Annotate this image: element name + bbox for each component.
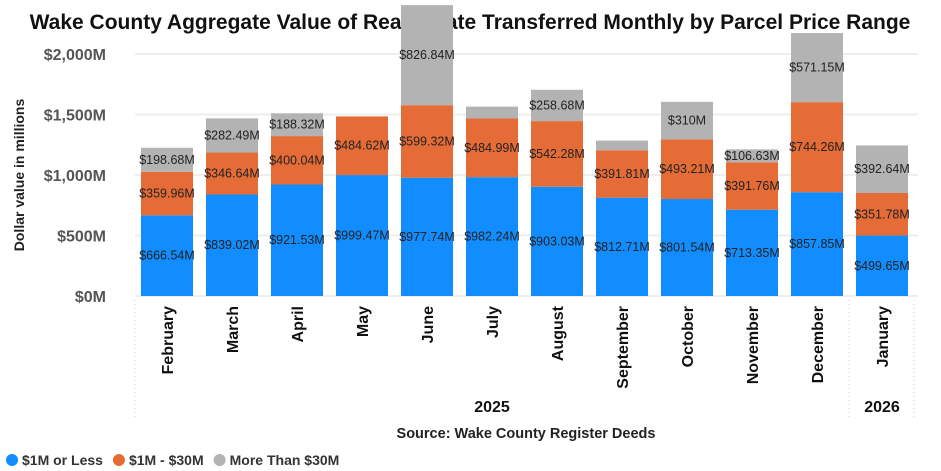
data-label: $391.81M (594, 167, 650, 181)
x-tick-label: December (810, 306, 827, 383)
bar-segment[interactable] (596, 140, 648, 151)
legend-marker (6, 454, 18, 466)
y-tick-label: $500M (57, 229, 106, 246)
bar-segment[interactable] (336, 175, 388, 296)
data-label: $801.54M (659, 241, 715, 255)
data-label: $812.71M (594, 240, 650, 254)
data-label: $346.64M (204, 167, 260, 181)
data-label: $839.02M (204, 238, 260, 252)
data-label: $542.28M (529, 147, 585, 161)
bar-segment[interactable] (401, 5, 453, 106)
data-label: $359.96M (139, 187, 195, 201)
bar-segment[interactable] (401, 105, 453, 178)
data-label: $744.26M (789, 140, 845, 154)
legend-label[interactable]: $1M - $30M (129, 452, 204, 468)
data-label: $599.32M (399, 134, 455, 148)
bar-segment[interactable] (206, 118, 258, 153)
bar-segment[interactable] (791, 102, 843, 193)
data-label: $921.53M (269, 233, 325, 247)
bar-segment[interactable] (466, 106, 518, 119)
data-label: $857.85M (789, 237, 845, 251)
bar-segment[interactable] (531, 89, 583, 122)
data-label: $198.68M (139, 153, 195, 167)
data-label: $977.74M (399, 230, 455, 244)
bar-segment[interactable] (726, 162, 778, 210)
bar-segment[interactable] (466, 118, 518, 178)
y-tick-label: $1,000M (44, 168, 106, 185)
y-axis-label: Dollar value in millions (11, 99, 27, 252)
bar-segment[interactable] (271, 113, 323, 137)
data-label: $484.62M (334, 139, 390, 153)
bar-segment[interactable] (791, 192, 843, 296)
data-label: $903.03M (529, 234, 585, 248)
legend-label[interactable]: $1M or Less (22, 452, 103, 468)
bar-segment[interactable] (856, 192, 908, 236)
data-label: $499.65M (854, 259, 910, 273)
data-label: $713.35M (724, 246, 780, 260)
chart-title: Wake County Aggregate Value of Real Esta… (30, 11, 911, 34)
legend-marker (213, 454, 226, 466)
bar-segment[interactable] (856, 145, 908, 193)
x-tick-label: November (745, 306, 762, 384)
bar-segment[interactable] (141, 215, 193, 296)
x-tick-label: March (225, 306, 242, 353)
data-label: $258.68M (529, 98, 585, 112)
y-tick-label: $1,500M (44, 108, 106, 125)
bar-segment[interactable] (791, 33, 843, 103)
data-label: $571.15M (789, 61, 845, 75)
data-label: $493.21M (659, 162, 715, 176)
x-tick-label: July (485, 306, 502, 338)
data-label: $391.76M (724, 179, 780, 193)
bar-segment[interactable] (531, 121, 583, 187)
data-label: $999.47M (334, 229, 390, 243)
legend-marker (112, 454, 125, 466)
year-group-label: 2026 (864, 399, 900, 416)
bar-segment[interactable] (271, 184, 323, 296)
x-tick-label: October (680, 306, 697, 367)
bar-segment[interactable] (661, 199, 713, 296)
data-label: $484.99M (464, 141, 520, 155)
bar-segment[interactable] (661, 101, 713, 140)
x-tick-label: May (355, 306, 372, 337)
x-tick-label: September (615, 306, 632, 389)
bar-segment[interactable] (466, 177, 518, 296)
data-label: $282.49M (204, 128, 260, 142)
bar-segment[interactable] (726, 149, 778, 163)
x-tick-label: February (160, 306, 177, 375)
data-label: $310M (668, 114, 706, 128)
bar-segment[interactable] (596, 150, 648, 198)
x-tick-label: June (420, 306, 437, 343)
data-label: $188.32M (269, 118, 325, 132)
data-label: $826.84M (399, 48, 455, 62)
bar-segment[interactable] (401, 177, 453, 296)
x-tick-label: April (290, 306, 307, 342)
data-label: $351.78M (854, 207, 910, 221)
bar-segment[interactable] (141, 171, 193, 216)
bar-segment[interactable] (661, 139, 713, 200)
bar-segment[interactable] (726, 209, 778, 296)
bar-segment[interactable] (271, 136, 323, 185)
data-label: $982.24M (464, 230, 520, 244)
y-tick-label: $2,000M (44, 47, 106, 64)
y-tick-label: $0M (75, 289, 106, 306)
data-label: $400.04M (269, 153, 325, 167)
x-tick-label: January (875, 306, 892, 367)
x-tick-label: August (550, 305, 567, 361)
bar-segment[interactable] (206, 194, 258, 296)
bar-segment[interactable] (336, 116, 388, 176)
data-label: $106.63M (724, 149, 780, 163)
bar-segment[interactable] (531, 186, 583, 296)
bar-segment[interactable] (596, 197, 648, 296)
bar-segment[interactable] (206, 152, 258, 195)
source-note: Source: Wake County Register Deeds (397, 426, 656, 442)
data-label: $392.64M (854, 162, 910, 176)
bar-segment[interactable] (141, 147, 193, 172)
bar-segment[interactable] (856, 235, 908, 296)
year-group-label: 2025 (474, 399, 510, 416)
legend-label[interactable]: More Than $30M (230, 452, 340, 468)
data-label: $666.54M (139, 249, 195, 263)
